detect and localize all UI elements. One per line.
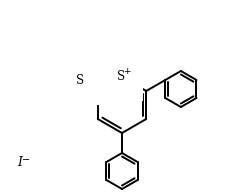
Text: +: + bbox=[123, 68, 130, 76]
Text: S: S bbox=[116, 70, 125, 84]
Text: −: − bbox=[22, 155, 30, 165]
Text: I: I bbox=[17, 157, 22, 169]
Text: S: S bbox=[76, 74, 84, 87]
